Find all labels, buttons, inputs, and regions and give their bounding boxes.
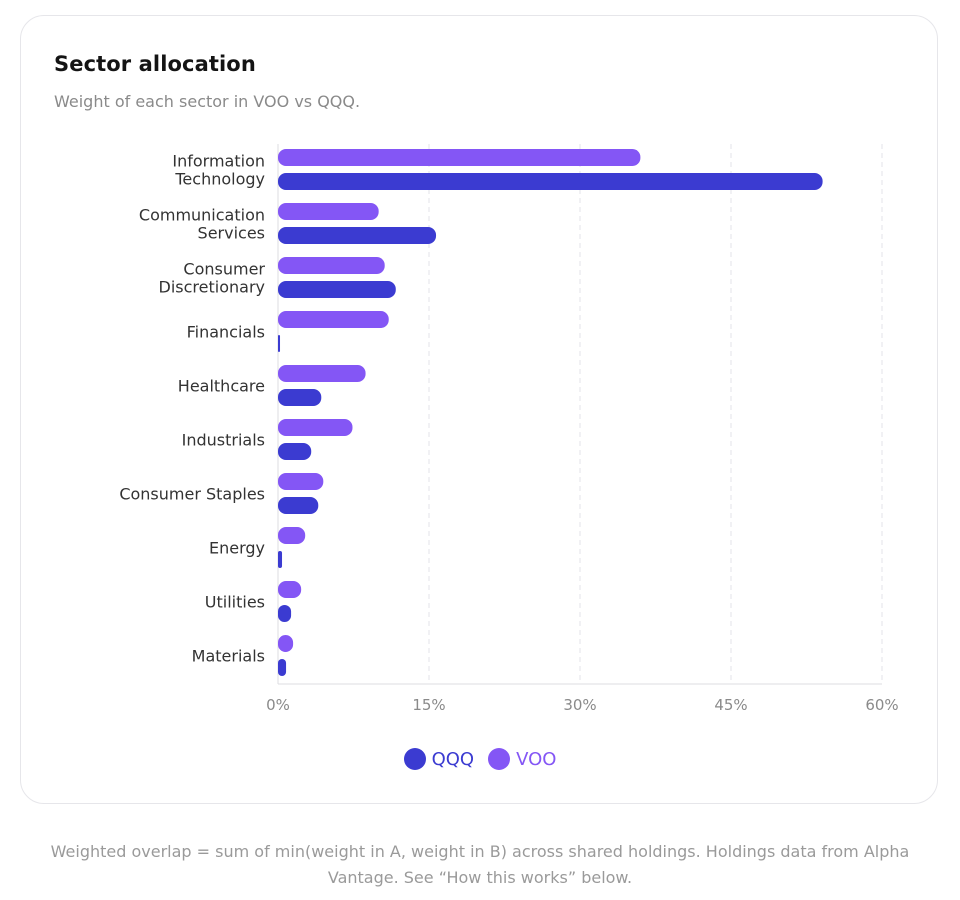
category-label-industrials: Industrials xyxy=(182,431,265,450)
category-label-materials: Materials xyxy=(192,647,265,666)
card-subtitle: Weight of each sector in VOO vs QQQ. xyxy=(54,92,361,111)
category-label-consumer-staples: Consumer Staples xyxy=(119,485,265,504)
bar-voo-consumer-staples xyxy=(278,473,324,490)
bar-voo-materials xyxy=(278,635,294,652)
legend-item-voo[interactable]: VOO xyxy=(488,748,556,770)
bar-qqq-industrials xyxy=(278,443,312,460)
bar-voo-financials xyxy=(278,311,389,328)
bar-qqq-materials xyxy=(278,659,287,676)
bar-voo-healthcare xyxy=(278,365,366,382)
bar-qqq-information-technology xyxy=(278,173,823,190)
bar-qqq-consumer-discretionary xyxy=(278,281,396,298)
footnote: Weighted overlap = sum of min(weight in … xyxy=(50,842,910,887)
bar-qqq-energy xyxy=(278,551,283,568)
x-tick-label-45: 45% xyxy=(714,696,747,714)
category-label-information-technology: Information Technology xyxy=(172,152,265,189)
legend-label-qqq: QQQ xyxy=(431,748,475,770)
category-label-financials: Financials xyxy=(187,323,265,342)
x-tick-label-0: 0% xyxy=(266,696,290,714)
bar-voo-energy xyxy=(278,527,306,544)
x-tick-label-60: 60% xyxy=(865,696,898,714)
bar-voo-information-technology xyxy=(278,149,641,166)
category-label-healthcare: Healthcare xyxy=(178,377,265,396)
sector-allocation-card: Sector allocation Weight of each sector … xyxy=(20,15,938,804)
category-label-utilities: Utilities xyxy=(205,593,265,612)
sector-bar-chart: 0% 15% 30% 45% 60% Information Technology Commu… xyxy=(119,144,899,714)
card-title: Sector allocation xyxy=(54,52,256,76)
legend-swatch-voo xyxy=(488,748,511,770)
bar-qqq-consumer-staples xyxy=(278,497,319,514)
bar-qqq-communication-services xyxy=(278,227,437,244)
x-tick-label-30: 30% xyxy=(563,696,596,714)
category-label-energy: Energy xyxy=(209,539,265,558)
chart-legend: QQQ VOO xyxy=(21,748,939,770)
bar-voo-consumer-discretionary xyxy=(278,257,385,274)
legend-swatch-qqq xyxy=(403,748,426,770)
category-label-consumer-discretionary: Consumer Discretionary xyxy=(159,260,266,297)
bar-voo-utilities xyxy=(278,581,302,598)
bar-qqq-healthcare xyxy=(278,389,322,406)
bar-qqq-financials xyxy=(278,335,281,352)
bar-voo-communication-services xyxy=(278,203,379,220)
category-label-communication-services: Communication Services xyxy=(139,206,265,243)
legend-label-voo: VOO xyxy=(516,748,557,770)
bar-voo-industrials xyxy=(278,419,353,436)
legend-item-qqq[interactable]: QQQ xyxy=(403,748,475,770)
x-tick-label-15: 15% xyxy=(412,696,445,714)
bar-qqq-utilities xyxy=(278,605,292,622)
